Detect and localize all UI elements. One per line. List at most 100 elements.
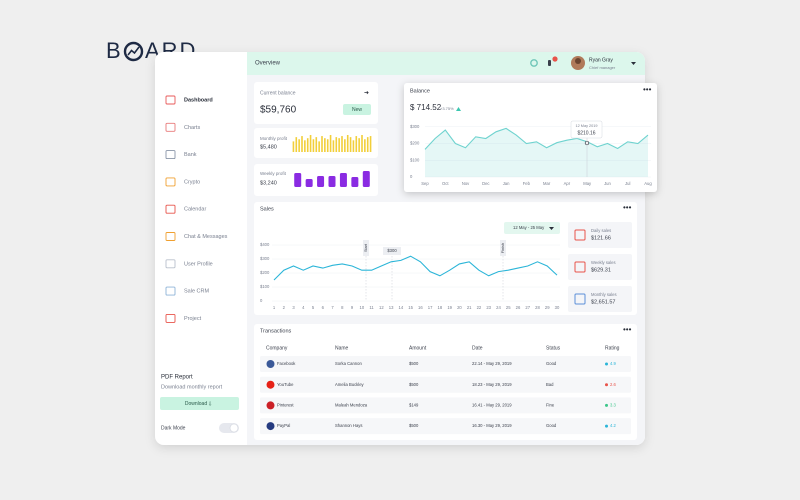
summary-label: Daily sales (591, 228, 611, 233)
bar (369, 136, 372, 152)
bar (364, 139, 366, 152)
menu-item[interactable]: Bank (184, 152, 197, 158)
menu-item[interactable]: Crypto (184, 179, 200, 185)
monthly-profit-value: $5,480 (260, 144, 277, 150)
bar (301, 136, 303, 152)
company-icon (266, 422, 275, 431)
x-tick-label: Mar (543, 181, 551, 186)
menu-item[interactable]: Chat & Messages (184, 234, 228, 240)
area (425, 128, 648, 177)
y-tick-label: $200 (410, 141, 420, 146)
summary-icon (574, 229, 586, 241)
menu-item[interactable]: Project (184, 316, 202, 322)
x-tick-label: 20 (457, 305, 462, 310)
table-row[interactable] (260, 356, 631, 372)
user-menu-caret[interactable] (631, 62, 636, 65)
bar (326, 139, 329, 152)
balance-change: +3.75% (440, 106, 454, 111)
bar (321, 136, 323, 152)
x-tick-label: 27 (525, 305, 530, 310)
table-row[interactable] (260, 397, 631, 414)
sidebar-menu: Dashboard Charts Bank Crypto Calendar Chat & … (165, 95, 228, 323)
rating: 3.3 (610, 403, 616, 408)
marker-tag (363, 240, 369, 256)
marker-label: Start (364, 243, 368, 252)
badge-label: New (352, 107, 362, 113)
monthly-profit-label: Monthly profit (260, 136, 288, 141)
menu-item[interactable]: Charts (184, 125, 200, 131)
menu-icon (165, 177, 176, 187)
rating-dot (605, 403, 608, 407)
more-menu[interactable]: ••• (643, 85, 652, 94)
table-row[interactable] (260, 418, 631, 435)
badge (343, 104, 371, 115)
bar (315, 137, 318, 152)
bar (329, 135, 332, 152)
y-tick-label: $100 (410, 157, 420, 162)
summary-card (568, 254, 632, 280)
bar (295, 137, 298, 152)
menu-item[interactable]: Calendar (184, 207, 206, 213)
y-tick-label: $200 (260, 270, 270, 275)
sales-title: Sales (260, 206, 274, 212)
x-tick-label: Sep (421, 181, 429, 186)
bar (305, 179, 313, 187)
cell: 16.41 - May 29, 2019 (472, 403, 512, 408)
column-header: Amount (409, 345, 427, 351)
menu-item[interactable]: User Profile (184, 261, 213, 267)
weekly-profit-card (254, 164, 378, 196)
download-button[interactable] (160, 397, 239, 410)
up-triangle (456, 107, 461, 111)
y-tick-label: $100 (260, 284, 270, 289)
weekly-profit-bars (294, 171, 370, 187)
cell: 22.14 - May 29, 2019 (472, 361, 512, 366)
x-tick-label: May (583, 181, 592, 186)
menu-item[interactable]: Dashboard (184, 97, 213, 103)
cell: 18.23 - May 29, 2019 (472, 382, 512, 387)
weekly-profit-value: $3,240 (260, 180, 277, 186)
current-balance-value: $59,760 (260, 105, 297, 116)
x-tick-label: Oct (442, 181, 449, 186)
x-tick-label: 1 (273, 305, 276, 310)
column-header: Date (472, 345, 483, 351)
column-header: Rating (605, 345, 620, 351)
date-dropdown[interactable] (504, 222, 560, 234)
x-tick-label: 16 (418, 305, 423, 310)
bar (349, 137, 352, 152)
x-tick-label: Jun (604, 181, 611, 186)
arrow-icon[interactable]: ➜ (364, 91, 369, 97)
settings-icon[interactable] (530, 59, 538, 67)
tooltip-date: 12 May 2019 (576, 124, 598, 128)
rating-dot (605, 383, 608, 387)
avatar-face (575, 58, 581, 64)
bar (294, 173, 302, 187)
pdf-text: Download monthly report (161, 384, 223, 390)
more-menu[interactable]: ••• (623, 203, 632, 212)
table-row[interactable] (260, 376, 631, 393)
column-header: Status (546, 345, 561, 351)
bar (324, 138, 326, 152)
more-menu[interactable]: ••• (623, 325, 632, 334)
x-tick-label: 26 (516, 305, 521, 310)
menu-icon (165, 204, 176, 214)
current-balance-card (254, 82, 378, 124)
cell: $500 (409, 382, 419, 387)
rating: 2.6 (610, 382, 616, 387)
download-arrow: ⇩ (208, 401, 212, 407)
current-balance-label: Current balance (260, 90, 296, 96)
menu-icon (165, 95, 176, 105)
bar (358, 138, 360, 152)
menu-item[interactable]: Sale CRM (184, 289, 209, 295)
balance-value: $ 714.52 (410, 103, 442, 112)
x-tick-label: 3 (292, 305, 295, 310)
y-tick-label: $400 (260, 242, 270, 247)
cell: Sorka Cannon (335, 361, 362, 366)
cell: Good (546, 423, 557, 428)
notification-icon[interactable] (548, 56, 558, 66)
tooltip-label: $300 (387, 248, 397, 253)
bar (306, 138, 309, 152)
x-tick-label: 18 (438, 305, 443, 310)
x-tick-label: 30 (555, 305, 560, 310)
company-icon (266, 380, 275, 389)
